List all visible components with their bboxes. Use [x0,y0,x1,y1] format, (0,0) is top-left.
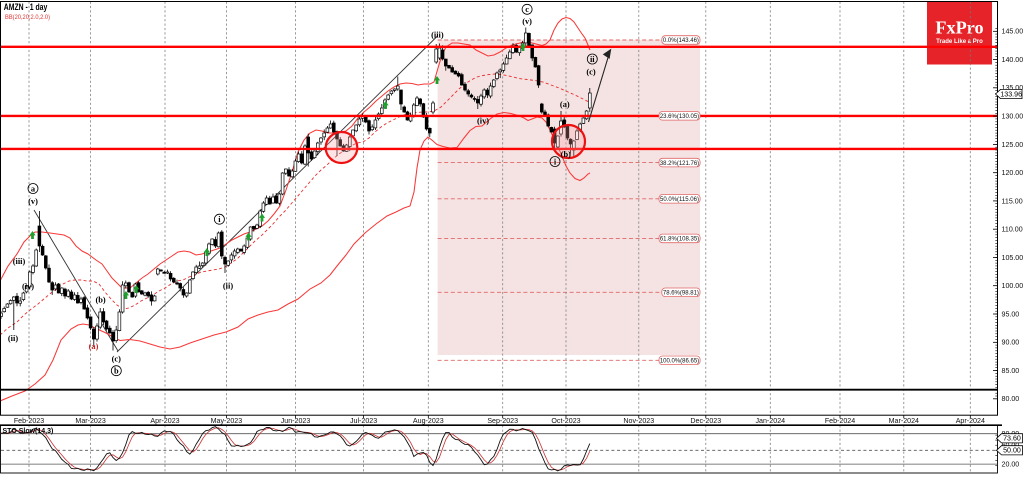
svg-text:105.00: 105.00 [1002,254,1024,262]
svg-text:95.00: 95.00 [1002,310,1020,318]
svg-text:i: i [218,215,221,224]
svg-text:Jan-2024: Jan-2024 [756,417,786,425]
svg-text:90.00: 90.00 [1002,339,1020,347]
svg-text:85.00: 85.00 [1002,367,1020,375]
svg-text:0.0%(143.46): 0.0%(143.46) [663,38,699,44]
svg-text:BB(20,20,2.0,2.0): BB(20,20,2.0,2.0) [5,14,50,21]
svg-text:Dec-2023: Dec-2023 [690,417,721,425]
svg-text:Trade Like a Pro: Trade Like a Pro [936,39,983,45]
svg-text:STO Slow(14,3): STO Slow(14,3) [3,428,54,435]
svg-text:130.00: 130.00 [1002,113,1024,121]
svg-text:Apr-2023: Apr-2023 [150,417,179,425]
svg-text:145.00: 145.00 [1002,28,1024,36]
svg-text:(c): (c) [586,67,596,76]
svg-text:(v): (v) [522,17,532,26]
svg-text:Mar-2024: Mar-2024 [889,417,919,425]
svg-text:Mar-2023: Mar-2023 [75,417,105,425]
svg-text:a: a [31,184,36,193]
svg-text:140.00: 140.00 [1002,56,1024,64]
svg-text:125.00: 125.00 [1002,141,1024,149]
svg-text:Jun-2023: Jun-2023 [281,417,311,425]
svg-text:73.60: 73.60 [1003,435,1021,443]
svg-text:(a): (a) [560,100,570,109]
svg-text:Apr-2024: Apr-2024 [956,417,985,425]
svg-text:AMZN - 1 day: AMZN - 1 day [4,2,48,12]
svg-text:78.6%(98.81): 78.6%(98.81) [663,291,699,297]
svg-text:Aug-2023: Aug-2023 [413,417,444,425]
svg-text:Feb-2024: Feb-2024 [825,417,855,425]
svg-text:61.8%(108.35): 61.8%(108.35) [660,237,699,243]
svg-text:100.00: 100.00 [1002,282,1024,290]
svg-text:(ii): (ii) [223,281,233,290]
svg-text:20.00: 20.00 [1002,461,1020,469]
svg-text:Nov-2023: Nov-2023 [623,417,654,425]
svg-text:Oct-2023: Oct-2023 [551,417,580,425]
svg-text:(a): (a) [89,342,99,351]
svg-text:c: c [525,5,529,14]
svg-text:115.00: 115.00 [1002,197,1023,205]
svg-text:110.00: 110.00 [1002,226,1023,234]
svg-text:FxPro: FxPro [935,18,983,38]
svg-text:38.2%(121.76): 38.2%(121.76) [660,161,699,167]
svg-text:(iv): (iv) [477,116,489,125]
svg-text:(b): (b) [561,150,571,159]
svg-text:(v): (v) [28,197,38,206]
svg-text:(c): (c) [112,354,122,363]
svg-text:50.0%(115.06): 50.0%(115.06) [660,197,699,203]
svg-text:Feb-2023: Feb-2023 [14,417,44,425]
svg-text:133.96: 133.96 [1000,91,1022,99]
svg-text:135.00: 135.00 [1002,84,1024,92]
svg-text:ii: ii [590,55,595,64]
svg-text:Jul-2023: Jul-2023 [350,417,377,425]
svg-text:Sep-2023: Sep-2023 [487,417,518,425]
svg-text:23.6%(130.05): 23.6%(130.05) [660,114,699,120]
svg-text:80.00: 80.00 [1002,395,1020,403]
svg-text:120.00: 120.00 [1002,169,1024,177]
svg-text:May-2023: May-2023 [211,417,243,425]
svg-text:(iv): (iv) [22,282,34,291]
svg-text:(b): (b) [95,296,105,305]
svg-text:(ii): (ii) [8,334,18,343]
svg-text:50.00: 50.00 [1003,447,1021,455]
svg-text:100.0%(86.65): 100.0%(86.65) [660,359,699,365]
svg-text:i: i [554,157,557,166]
svg-text:(iii): (iii) [431,30,444,39]
svg-text:(iii): (iii) [13,257,26,266]
svg-text:b: b [114,367,119,376]
